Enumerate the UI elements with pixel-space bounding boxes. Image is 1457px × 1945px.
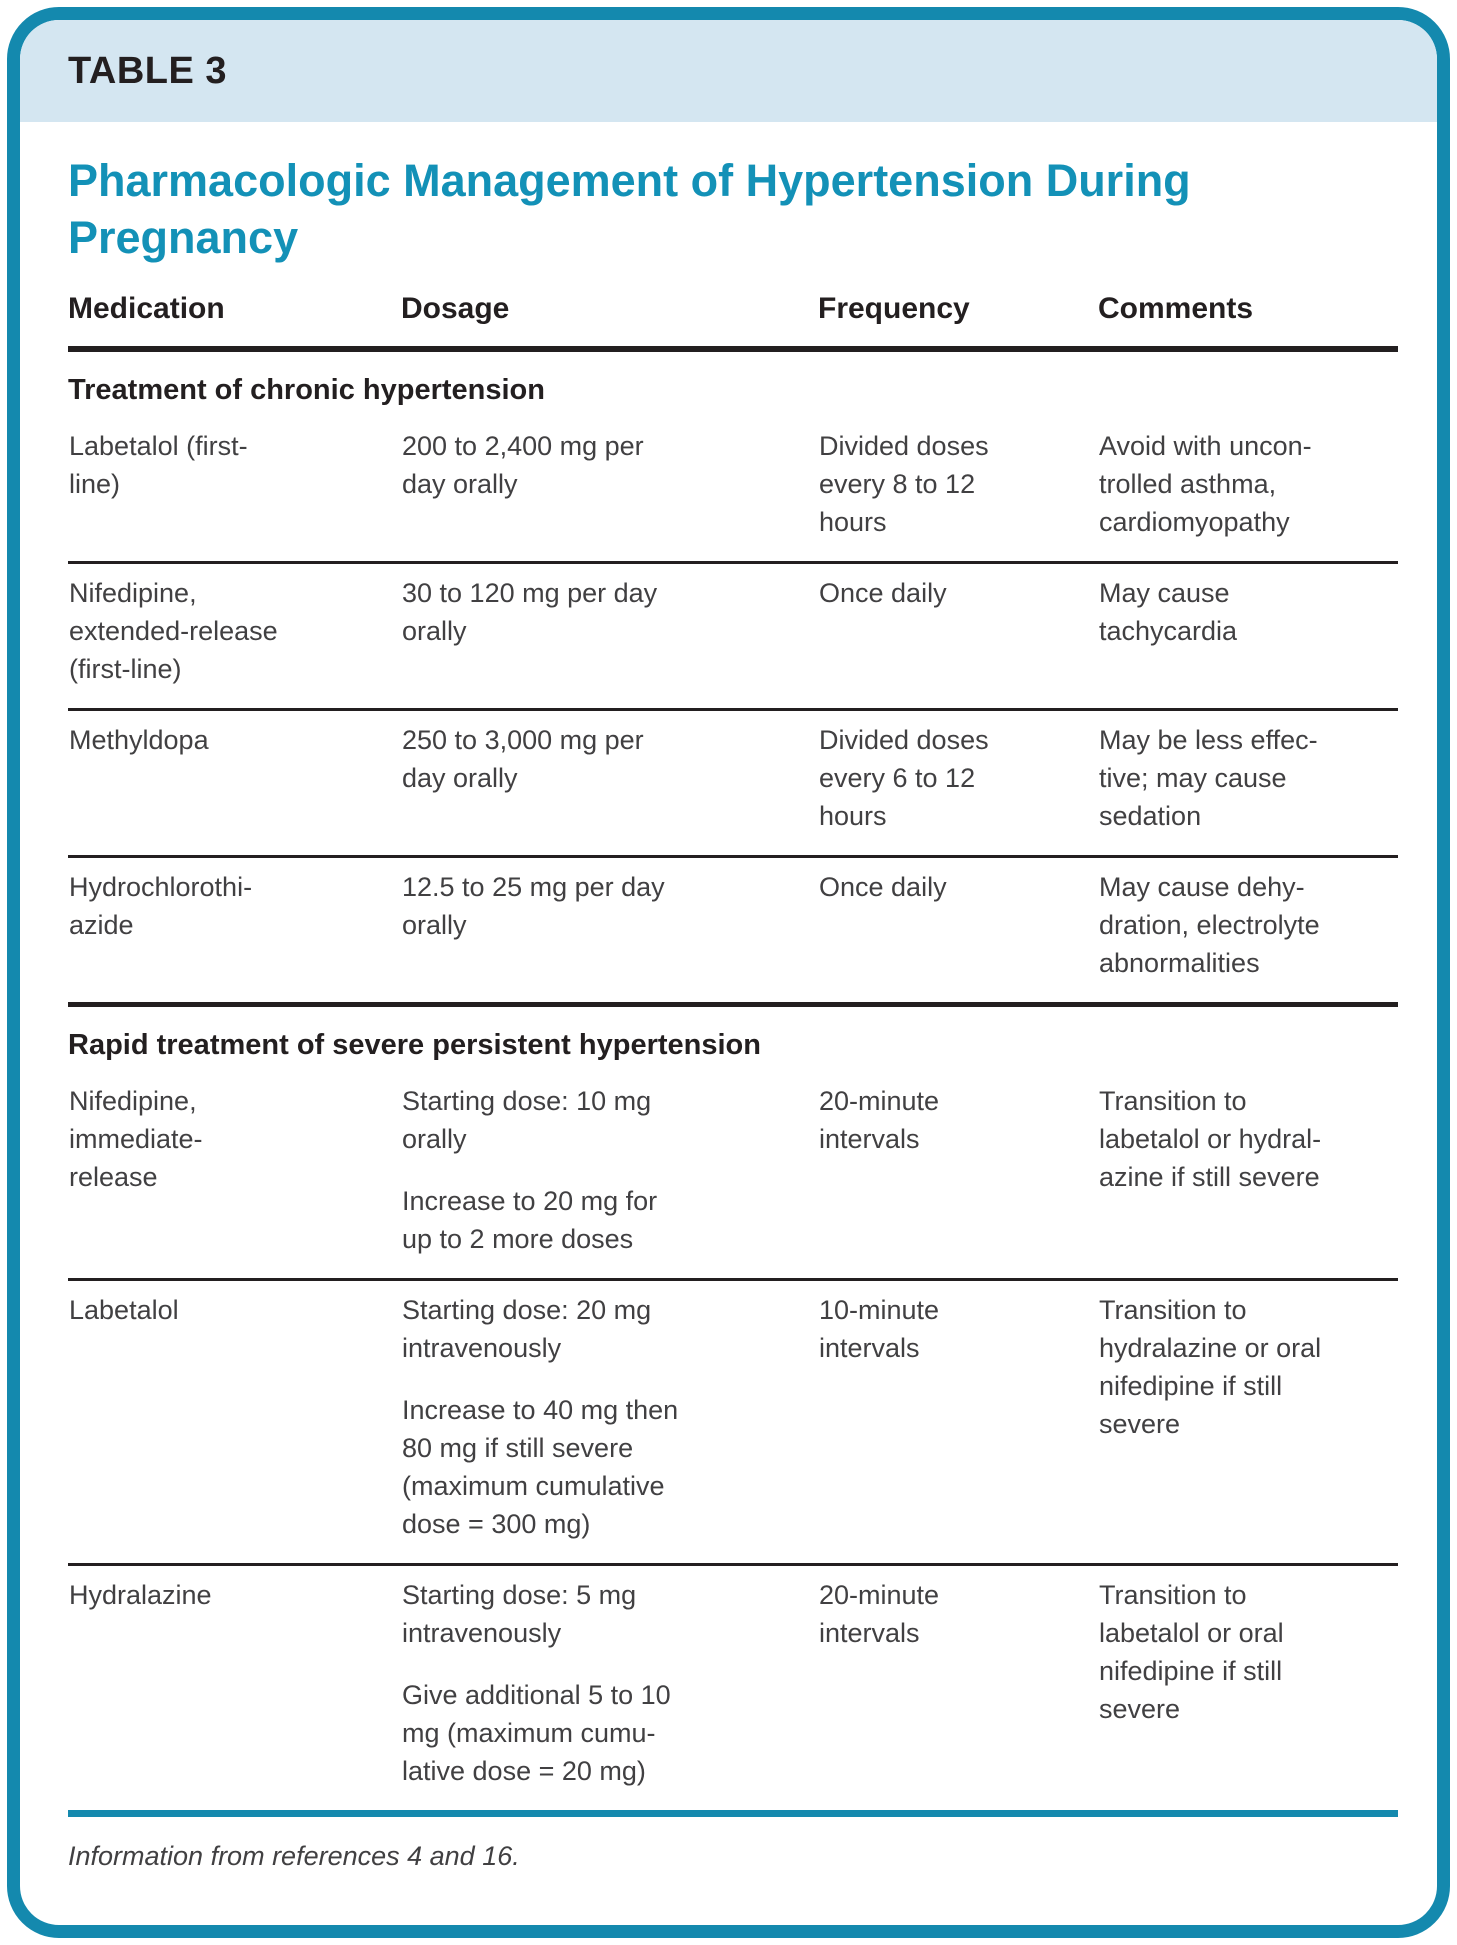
frequency-cell: Divided doses every 8 to 12 hours <box>818 417 1098 564</box>
dosage-paragraph: 12.5 to 25 mg per day orally <box>402 872 665 940</box>
frequency-cell: 20-minute intervals <box>818 1072 1098 1281</box>
table-card: TABLE 3 Pharmacologic Management of Hype… <box>7 7 1450 1938</box>
dosage-cell: Starting dose: 20 mg intravenously Incre… <box>401 1279 818 1566</box>
comments-cell: Transition to labetalol or oral nifedipi… <box>1098 1564 1398 1817</box>
medication-cell: Labetalol <box>68 1279 401 1566</box>
comments-cell: May be less effec­tive; may cause sedati… <box>1098 709 1398 858</box>
section-header: Treatment of chronic hypertension <box>68 374 545 406</box>
comments-cell: May cause tachycardia <box>1098 562 1398 711</box>
table-content: Pharmacologic Management of Hypertension… <box>20 152 1437 1817</box>
frequency-cell: Once daily <box>818 562 1098 711</box>
table-label: TABLE 3 <box>68 49 228 92</box>
dosage-paragraph: 200 to 2,400 mg per day orally <box>402 431 644 499</box>
column-header-frequency: Frequency <box>818 278 1098 352</box>
dosage-cell: 250 to 3,000 mg per day orally <box>401 709 818 858</box>
medication-cell: Hydralazine <box>68 1564 401 1817</box>
dosage-paragraph: Starting dose: 5 mg intravenously <box>402 1580 637 1648</box>
table-row: Nifedipine, extended-release (first-line… <box>68 562 1398 711</box>
table-title: Pharmacologic Management of Hypertension… <box>68 155 1191 263</box>
section-header: Rapid treatment of severe persistent hyp… <box>68 1029 761 1061</box>
dosage-paragraph: 250 to 3,000 mg per day orally <box>402 725 644 793</box>
medication-cell: Nifedipine, extended-release (first-line… <box>68 562 401 711</box>
dosage-cell: 12.5 to 25 mg per day orally <box>401 856 818 1007</box>
medication-cell: Methyldopa <box>68 709 401 858</box>
comments-cell: Avoid with uncon­trolled asthma, cardiom… <box>1098 417 1398 564</box>
table-row: Nifedipine, immediate-release Starting d… <box>68 1072 1398 1281</box>
table-row: Hydrochlorothi­azide 12.5 to 25 mg per d… <box>68 856 1398 1007</box>
medication-cell: Nifedipine, immediate-release <box>68 1072 401 1281</box>
section-header-row: Rapid treatment of severe persistent hyp… <box>68 1005 1398 1073</box>
dosage-paragraph: Starting dose: 20 mg intravenously <box>402 1295 652 1363</box>
drug-table: Medication Dosage Frequency Comments Tre… <box>68 278 1398 1817</box>
medication-cell: Hydrochlorothi­azide <box>68 856 401 1007</box>
dosage-paragraph: Give additional 5 to 10 mg (maximum cumu… <box>402 1680 671 1786</box>
table-row: Hydralazine Starting dose: 5 mg intraven… <box>68 1564 1398 1817</box>
comments-cell: Transition to hydralazine or oral nifedi… <box>1098 1279 1398 1566</box>
frequency-cell: 20-minute intervals <box>818 1564 1098 1817</box>
dosage-paragraph: Increase to 20 mg for up to 2 more doses <box>402 1186 658 1254</box>
comments-cell: Transition to labetalol or hydral­azine … <box>1098 1072 1398 1281</box>
table-footnote: Information from references 4 and 16. <box>68 1841 520 1871</box>
dosage-cell: 200 to 2,400 mg per day orally <box>401 417 818 564</box>
column-header-medication: Medication <box>68 278 401 352</box>
column-header-dosage: Dosage <box>401 278 818 352</box>
dosage-cell: 30 to 120 mg per day orally <box>401 562 818 711</box>
column-header-comments: Comments <box>1098 278 1398 352</box>
dosage-paragraph: 30 to 120 mg per day orally <box>402 578 658 646</box>
table-label-band: TABLE 3 <box>20 20 1437 122</box>
frequency-cell: Divided doses every 6 to 12 hours <box>818 709 1098 858</box>
dosage-cell: Starting dose: 10 mg orally Increase to … <box>401 1072 818 1281</box>
frequency-cell: 10-minute intervals <box>818 1279 1098 1566</box>
frequency-cell: Once daily <box>818 856 1098 1007</box>
dosage-paragraph: Starting dose: 10 mg orally <box>402 1086 652 1154</box>
column-header-row: Medication Dosage Frequency Comments <box>68 278 1398 352</box>
dosage-paragraph: Increase to 40 mg then 80 mg if still se… <box>402 1395 679 1539</box>
comments-cell: May cause dehy­dration, electrolyte abno… <box>1098 856 1398 1007</box>
table-row: Labetalol Starting dose: 20 mg intraveno… <box>68 1279 1398 1566</box>
dosage-cell: Starting dose: 5 mg intravenously Give a… <box>401 1564 818 1817</box>
table-row: Labetalol (first-line) 200 to 2,400 mg p… <box>68 417 1398 564</box>
table-row: Methyldopa 250 to 3,000 mg per day orall… <box>68 709 1398 858</box>
medication-cell: Labetalol (first-line) <box>68 417 401 564</box>
section-header-row: Treatment of chronic hypertension <box>68 349 1398 417</box>
